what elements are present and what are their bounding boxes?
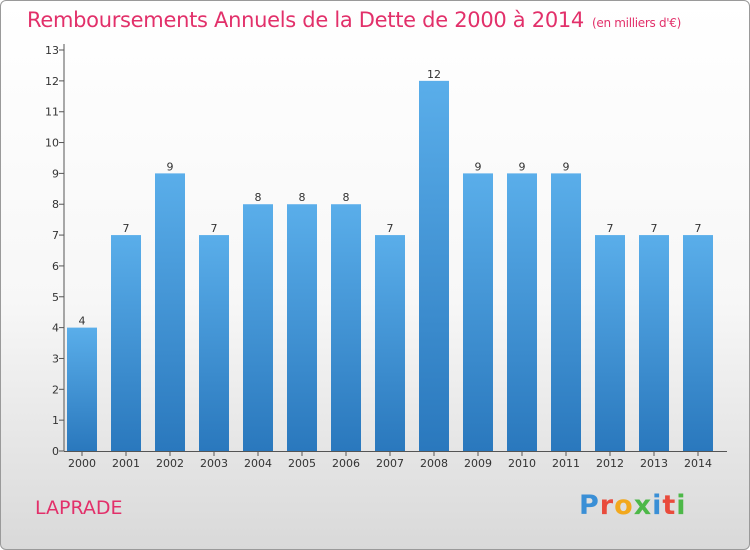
x-tick-label: 2009 (464, 457, 492, 470)
chart-title-main: Remboursements Annuels de la Dette de 20… (27, 8, 584, 32)
bar-2005 (287, 204, 317, 451)
y-tick-label: 9 (52, 167, 59, 180)
y-tick-label: 10 (45, 137, 59, 150)
x-tick-label: 2000 (68, 457, 96, 470)
chart-bars (67, 80, 713, 451)
data-label: 9 (475, 160, 482, 173)
commune-name: LAPRADE (35, 497, 123, 519)
y-tick-label: 7 (52, 229, 59, 242)
x-tick-label: 2004 (244, 457, 272, 470)
y-tick-label: 5 (52, 291, 59, 304)
bar-2010 (507, 173, 537, 451)
data-label: 8 (299, 191, 306, 204)
y-tick-label: 11 (45, 106, 59, 119)
x-tick-label: 2012 (596, 457, 624, 470)
x-tick-label: 2014 (684, 457, 712, 470)
bar-2009 (463, 173, 493, 451)
data-label: 7 (607, 222, 614, 235)
proxiti-logo-letter: i (652, 490, 663, 521)
x-tick-label: 2001 (112, 457, 140, 470)
chart-title-unit: (en milliers d'€) (592, 16, 682, 30)
x-tick-label: 2006 (332, 457, 360, 470)
data-label: 7 (211, 222, 218, 235)
bar-2013 (639, 235, 669, 451)
proxiti-logo-letter: i (676, 490, 687, 521)
x-tick-label: 2003 (200, 457, 228, 470)
x-tick-label: 2005 (288, 457, 316, 470)
proxiti-logo-letter: t (662, 490, 677, 521)
proxiti-logo-letter: o (614, 490, 634, 521)
bar-2014 (683, 235, 713, 451)
y-tick-label: 1 (52, 414, 59, 427)
x-tick-label: 2002 (156, 457, 184, 470)
data-label: 9 (563, 160, 570, 173)
bar-2004 (243, 204, 273, 451)
x-tick-label: 2008 (420, 457, 448, 470)
proxiti-logo: Proxiti (579, 490, 687, 521)
bar-2011 (551, 173, 581, 451)
chart-labels: 2000 4 2001 7 2002 9 2003 7 2004 8 2005 8 2006 8 2007 7… (68, 68, 712, 470)
bar-2012 (595, 235, 625, 451)
bar-2006 (331, 204, 361, 451)
y-tick-label: 13 (45, 44, 59, 57)
x-tick-label: 2011 (552, 457, 580, 470)
data-label: 8 (343, 191, 350, 204)
bar-2008 (419, 80, 449, 451)
y-tick-label: 6 (52, 260, 59, 273)
proxiti-logo-letter: r (599, 490, 615, 521)
x-tick-label: 2010 (508, 457, 536, 470)
bar-2001 (111, 235, 141, 451)
bar-2007 (375, 235, 405, 451)
chart-title: Remboursements Annuels de la Dette de 20… (27, 8, 681, 32)
y-tick-label: 2 (52, 383, 59, 396)
data-label: 9 (167, 160, 174, 173)
y-tick-label: 3 (52, 352, 59, 365)
data-label: 4 (79, 315, 86, 328)
data-label: 7 (123, 222, 130, 235)
bar-2003 (199, 235, 229, 451)
data-label: 7 (695, 222, 702, 235)
y-tick-label: 0 (52, 445, 59, 458)
data-label: 12 (427, 68, 441, 81)
y-tick-label: 12 (45, 75, 59, 88)
bar-2002 (155, 173, 185, 451)
data-label: 9 (519, 160, 526, 173)
x-tick-label: 2007 (376, 457, 404, 470)
x-tick-label: 2013 (640, 457, 668, 470)
data-label: 7 (387, 222, 394, 235)
data-label: 8 (255, 191, 262, 204)
data-label: 7 (651, 222, 658, 235)
proxiti-logo-letter: P (579, 490, 600, 521)
proxiti-logo-letter: x (633, 490, 653, 521)
bar-2000 (67, 327, 97, 451)
y-tick-label: 8 (52, 198, 59, 211)
y-tick-label: 4 (52, 322, 59, 335)
